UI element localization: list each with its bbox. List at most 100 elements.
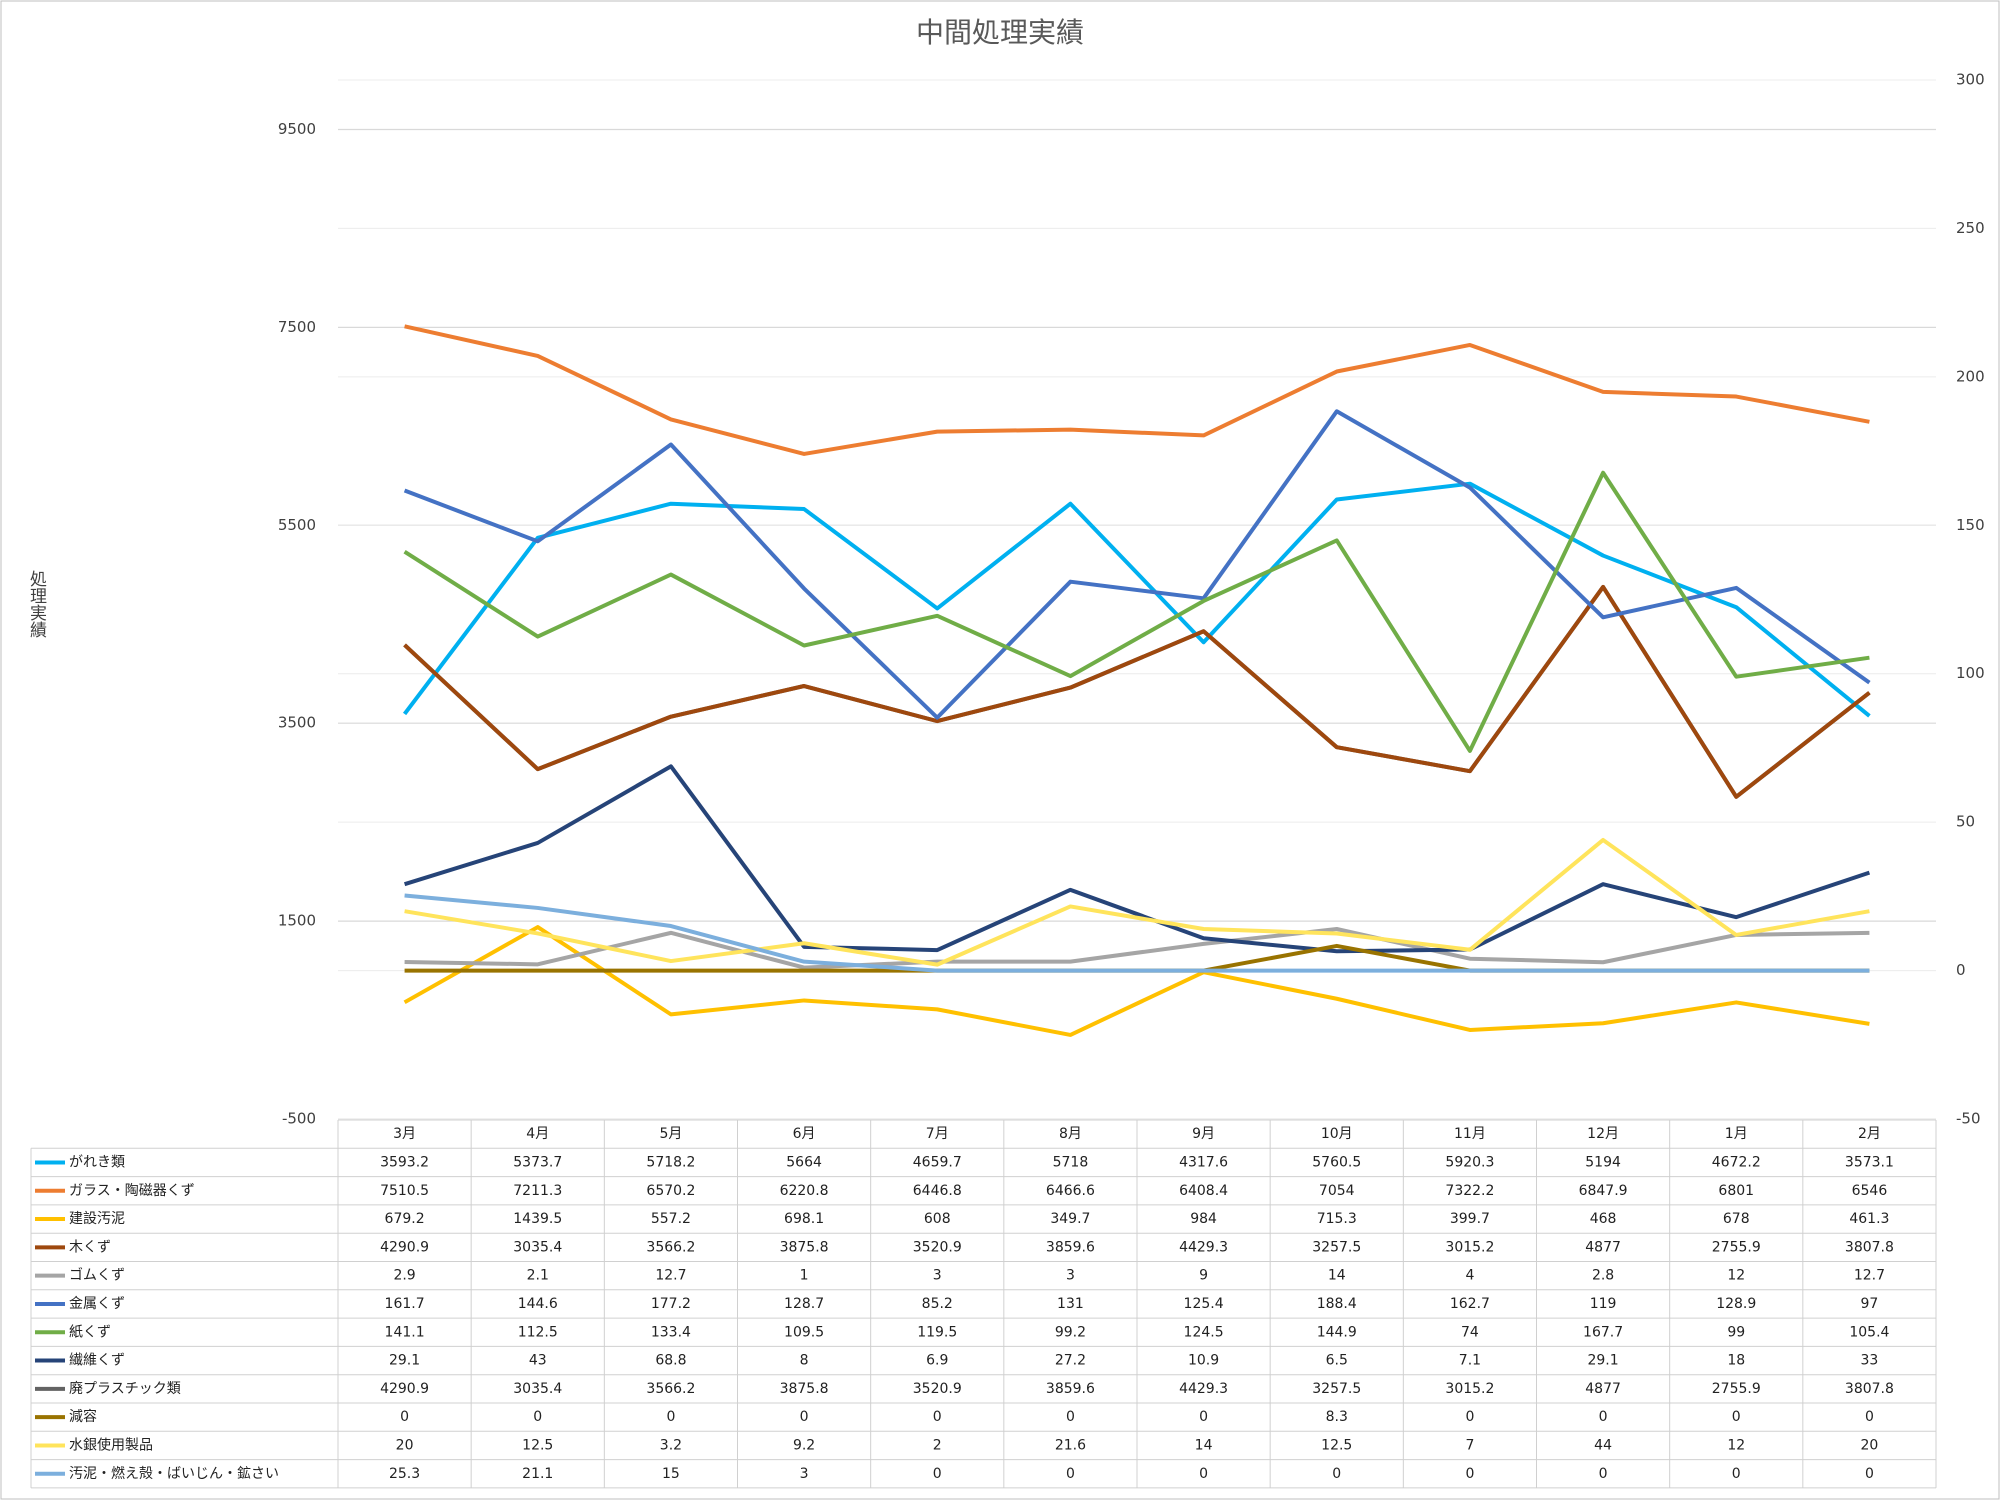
x-tick-label: 9月 — [1192, 1126, 1215, 1142]
table-value: 99.2 — [1055, 1324, 1086, 1340]
table-value: 18 — [1727, 1353, 1745, 1369]
table-value: 0 — [666, 1409, 675, 1425]
table-value: 167.7 — [1583, 1324, 1623, 1340]
chart-title: 中間処理実績 — [916, 16, 1084, 49]
table-value: 0 — [1066, 1466, 1075, 1482]
table-value: 119 — [1590, 1296, 1617, 1312]
table-value: 4290.9 — [380, 1239, 429, 1255]
table-value: 3807.8 — [1845, 1239, 1894, 1255]
series-line — [404, 324, 1870, 456]
table-value: 3 — [1066, 1268, 1075, 1284]
table-value: 12.5 — [522, 1437, 553, 1453]
table-value: 4877 — [1585, 1381, 1621, 1397]
table-value: 8 — [800, 1353, 809, 1369]
table-value: 0 — [533, 1409, 542, 1425]
table-value: 7322.2 — [1445, 1183, 1494, 1199]
table-value: 0 — [1865, 1409, 1874, 1425]
table-value: 0 — [1599, 1466, 1608, 1482]
table-value: 2755.9 — [1712, 1381, 1761, 1397]
table-value: 25.3 — [389, 1466, 420, 1482]
table-value: 7510.5 — [380, 1183, 429, 1199]
table-value: 119.5 — [917, 1324, 957, 1340]
table-value: 20 — [1861, 1437, 1879, 1453]
table-value: 5194 — [1585, 1154, 1621, 1170]
series-line — [404, 927, 1870, 970]
table-value: 0 — [1199, 1409, 1208, 1425]
table-value: 6.5 — [1326, 1353, 1348, 1369]
table-value: 109.5 — [784, 1324, 824, 1340]
table-value: 15 — [662, 1466, 680, 1482]
legend-label: 建設汚泥 — [69, 1211, 125, 1227]
y2-tick-label: -50 — [1956, 1110, 1981, 1128]
table-value: 4877 — [1585, 1239, 1621, 1255]
table-value: 3566.2 — [646, 1239, 695, 1255]
x-tick-label: 3月 — [393, 1126, 416, 1142]
y-tick-label: -500 — [282, 1110, 316, 1128]
table-value: 0 — [800, 1409, 809, 1425]
table-value: 85.2 — [922, 1296, 953, 1312]
legend-label: 紙くず — [69, 1324, 111, 1340]
series-line — [403, 584, 1871, 799]
table-value: 0 — [1732, 1466, 1741, 1482]
table-value: 3807.8 — [1845, 1381, 1894, 1397]
table-value: 0 — [1066, 1409, 1075, 1425]
table-value: 33 — [1861, 1353, 1879, 1369]
table-value: 6220.8 — [780, 1183, 829, 1199]
y2-tick-label: 50 — [1956, 813, 1975, 831]
y-tick-label: 7500 — [278, 318, 316, 336]
table-value: 8.3 — [1326, 1409, 1348, 1425]
legend-label: ガラス・陶磁器くず — [69, 1183, 195, 1199]
table-value: 715.3 — [1317, 1211, 1357, 1227]
series-line — [402, 481, 1871, 718]
legend-label: 金属くず — [69, 1296, 125, 1312]
x-tick-label: 1月 — [1725, 1126, 1748, 1142]
table-value: 162.7 — [1450, 1296, 1490, 1312]
table-value: 698.1 — [784, 1211, 824, 1227]
table-value: 74 — [1461, 1324, 1479, 1340]
table-value: 9.2 — [793, 1437, 815, 1453]
table-value: 3 — [933, 1268, 942, 1284]
table-value: 0 — [1465, 1466, 1474, 1482]
table-value: 161.7 — [385, 1296, 425, 1312]
table-value: 131 — [1057, 1296, 1084, 1312]
table-value: 3015.2 — [1445, 1381, 1494, 1397]
table-value: 105.4 — [1849, 1324, 1889, 1340]
legend-label: 木くず — [69, 1239, 111, 1255]
x-tick-label: 2月 — [1858, 1126, 1881, 1142]
table-value: 0 — [1332, 1466, 1341, 1482]
table-value: 0 — [400, 1409, 409, 1425]
table-value: 12 — [1727, 1437, 1745, 1453]
table-value: 125.4 — [1184, 1296, 1224, 1312]
y-tick-label: 1500 — [278, 912, 316, 930]
table-value: 9 — [1199, 1268, 1208, 1284]
table-value: 44 — [1594, 1437, 1612, 1453]
table-value: 557.2 — [651, 1211, 691, 1227]
table-value: 99 — [1727, 1324, 1745, 1340]
table-value: 12.7 — [1854, 1268, 1885, 1284]
y-tick-label: 3500 — [278, 714, 316, 732]
table-value: 1 — [800, 1268, 809, 1284]
table-value: 27.2 — [1055, 1353, 1086, 1369]
table-value: 97 — [1861, 1296, 1879, 1312]
table-value: 188.4 — [1317, 1296, 1357, 1312]
table-value: 12 — [1727, 1268, 1745, 1284]
table-value: 124.5 — [1184, 1324, 1224, 1340]
table-value: 0 — [1465, 1409, 1474, 1425]
table-value: 0 — [1732, 1409, 1741, 1425]
series-line — [404, 893, 1870, 973]
table-value: 29.1 — [1587, 1353, 1618, 1369]
table-value: 3257.5 — [1312, 1239, 1361, 1255]
table-value: 461.3 — [1849, 1211, 1889, 1227]
x-tick-label: 6月 — [793, 1126, 816, 1142]
table-value: 468 — [1590, 1211, 1617, 1227]
table-value: 7211.3 — [513, 1183, 562, 1199]
table-value: 12.7 — [655, 1268, 686, 1284]
y-axis-label: 処理実績 — [26, 570, 47, 638]
table-value: 14 — [1195, 1437, 1213, 1453]
table-value: 2.1 — [527, 1268, 549, 1284]
table-value: 3035.4 — [513, 1381, 562, 1397]
table-value: 2 — [933, 1437, 942, 1453]
table-value: 6408.4 — [1179, 1183, 1228, 1199]
legend-label: がれき類 — [69, 1154, 125, 1170]
